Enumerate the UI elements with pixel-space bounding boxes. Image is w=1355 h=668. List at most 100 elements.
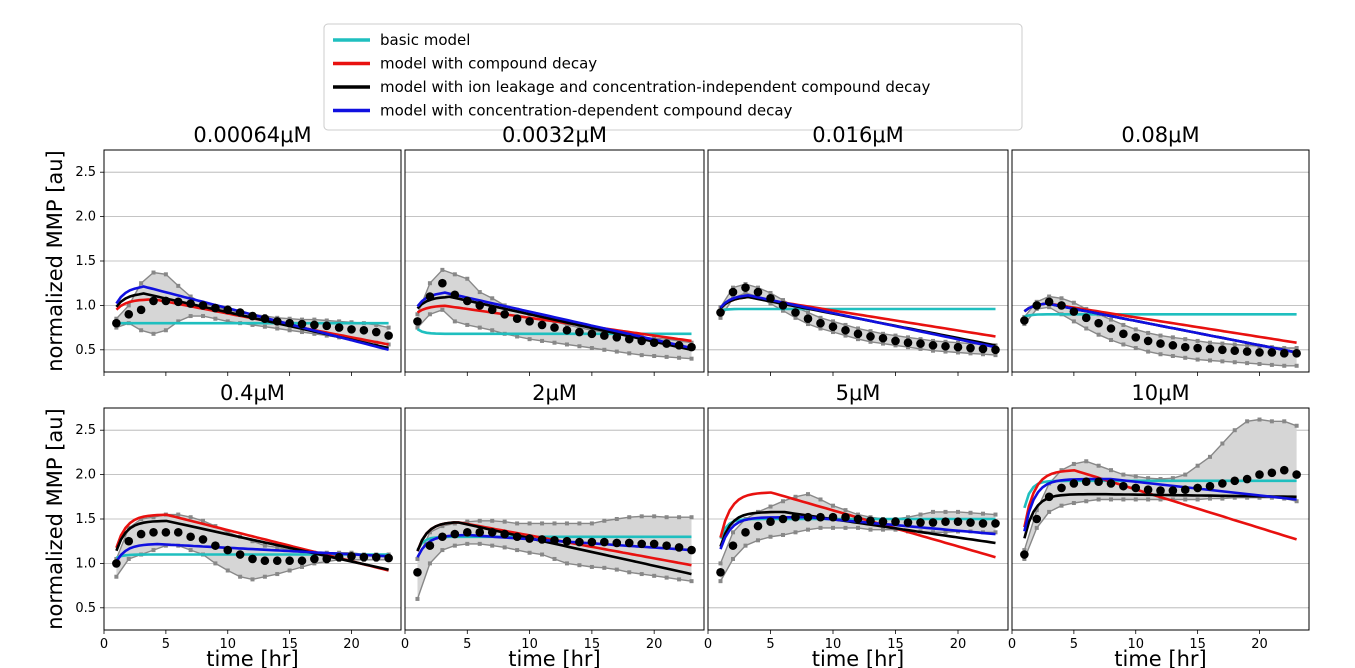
data-point [334, 323, 344, 332]
y-tick-label-4: 2.5 [75, 423, 96, 438]
upper-bound-marker [275, 545, 280, 550]
upper-bound-marker [440, 267, 445, 272]
data-point [297, 319, 307, 329]
upper-bound-marker [806, 492, 810, 497]
data-point [1193, 483, 1202, 493]
lower-bound-marker [427, 312, 432, 317]
panel-4: 0.4μM 0.5 1.0 1.5 2.0 2.5 0 5 10 15 20 time [hr] [75, 381, 402, 668]
data-point [112, 318, 121, 328]
data-point [161, 296, 171, 306]
lower-bound-marker [689, 356, 694, 361]
y-tick-label-3: 2.0 [75, 210, 96, 225]
data-point [637, 539, 647, 549]
lower-bound-marker [1071, 319, 1076, 324]
lower-bound-marker [768, 534, 773, 539]
upper-bound-marker [176, 512, 181, 517]
y-tick-label-4: 2.5 [75, 165, 96, 180]
upper-bound-marker [312, 317, 317, 322]
lower-bound-marker [1183, 355, 1188, 360]
data-point [322, 554, 332, 564]
upper-bound-marker [1022, 548, 1027, 553]
lower-bound-marker [1059, 503, 1064, 508]
upper-bound-marker [793, 494, 798, 499]
data-point [728, 541, 738, 550]
lower-bound-marker [943, 530, 948, 535]
data-point [223, 305, 233, 315]
panel-title: 0.4μM [220, 381, 285, 405]
data-point [674, 543, 684, 552]
data-point [1069, 479, 1079, 488]
data-point [803, 314, 813, 324]
data-point [1131, 483, 1141, 493]
upper-bound-marker [477, 290, 482, 295]
lower-bound-marker [856, 337, 860, 342]
data-point [1292, 470, 1301, 479]
upper-bound-marker [993, 512, 998, 517]
lower-bound-marker [300, 330, 304, 335]
lower-bound-marker [1084, 499, 1089, 504]
lower-bound-marker [114, 325, 119, 330]
data-point [816, 512, 825, 522]
x-tick-label-0: 0 [1008, 637, 1016, 652]
upper-bound-marker [639, 514, 644, 519]
lower-bound-marker [540, 338, 545, 343]
data-point [562, 325, 572, 335]
data-point [903, 518, 913, 527]
upper-bound-marker [943, 339, 948, 344]
data-point [1081, 313, 1091, 323]
data-point [866, 332, 875, 341]
panel-frame [1011, 149, 1310, 373]
data-point [1057, 483, 1066, 493]
panel-frame [404, 407, 705, 631]
panel-6: 5μM 0 5 10 15 20 time [hr] [704, 381, 1009, 668]
lower-bound-marker [527, 337, 532, 342]
lower-bound-marker [1146, 497, 1151, 502]
upper-bound-marker [931, 509, 935, 514]
upper-bound-marker [225, 530, 230, 535]
data-point [1131, 333, 1141, 342]
data-point [966, 343, 975, 353]
lower-bound-marker [386, 342, 391, 347]
data-point [1106, 479, 1116, 488]
data-point [612, 538, 622, 548]
upper-bound-marker [1232, 428, 1237, 433]
upper-bound-marker [163, 272, 168, 277]
data-point [124, 309, 134, 319]
data-point [662, 339, 671, 348]
upper-bound-marker [806, 310, 810, 315]
legend: basic model model with compound decay mode… [323, 23, 1023, 131]
data-point [716, 567, 725, 577]
lower-bound-marker [415, 325, 420, 330]
data-point [1230, 346, 1240, 355]
upper-bound-marker [1146, 330, 1151, 335]
upper-bound-marker [1208, 340, 1212, 345]
data-point [248, 554, 257, 564]
data-point [371, 552, 381, 562]
lower-bound-marker [188, 548, 193, 553]
y-tick-label-0: 0.5 [75, 343, 96, 358]
data-point [1143, 485, 1153, 494]
lower-bound-marker [225, 319, 230, 324]
lower-bound-marker [1121, 497, 1126, 502]
lower-bound-marker [1195, 357, 1200, 362]
lower-bound-marker [139, 328, 144, 333]
lower-bound-marker [614, 567, 619, 572]
data-point [1032, 514, 1042, 524]
lower-bound-marker [652, 354, 657, 359]
data-point [1267, 348, 1277, 357]
data-point [1156, 486, 1165, 495]
lower-bound-marker [188, 314, 193, 319]
upper-bound-marker [527, 521, 532, 526]
data-point [753, 521, 763, 531]
data-point [1156, 339, 1165, 348]
data-point [272, 556, 282, 566]
upper-bound-marker [868, 329, 873, 334]
plot-area [413, 267, 696, 361]
upper-bound-marker [540, 521, 545, 526]
y-axis-label-0: normalized MMP [au] [43, 150, 67, 372]
upper-bound-marker [831, 319, 835, 324]
data-point [260, 556, 270, 566]
data-point [487, 528, 497, 537]
lower-bound-marker [868, 339, 873, 344]
plot-area [112, 270, 393, 352]
